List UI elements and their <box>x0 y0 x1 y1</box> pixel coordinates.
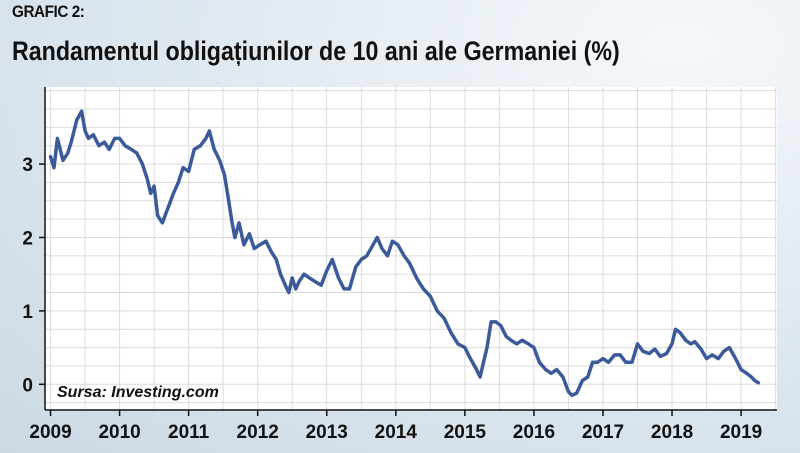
chart-title: Randamentul obligațiunilor de 10 ani ale… <box>12 36 620 66</box>
x-tick-label: 2011 <box>168 422 210 443</box>
x-tick-label: 2019 <box>720 422 762 443</box>
y-tick-label: 2 <box>22 228 33 249</box>
x-tick-label: 2013 <box>306 422 348 443</box>
x-tick-label: 2012 <box>237 422 279 443</box>
y-tick-label: 1 <box>22 302 33 323</box>
source-note: Sursa: Investing.com <box>57 384 219 401</box>
x-tick-label: 2016 <box>513 422 555 443</box>
x-tick-label: 2015 <box>444 422 487 443</box>
y-tick-label: 3 <box>22 155 33 176</box>
figure-label: GRAFIC 2: <box>12 2 85 21</box>
x-tick-label: 2010 <box>98 422 140 443</box>
yield-line <box>48 109 761 398</box>
x-tick-label: 2014 <box>375 422 418 443</box>
x-tick-label: 2018 <box>651 422 693 443</box>
x-tick-label: 2017 <box>582 422 624 443</box>
plot-area <box>45 87 777 410</box>
x-tick-label: 2009 <box>29 422 71 443</box>
y-tick-label: 0 <box>22 375 33 396</box>
